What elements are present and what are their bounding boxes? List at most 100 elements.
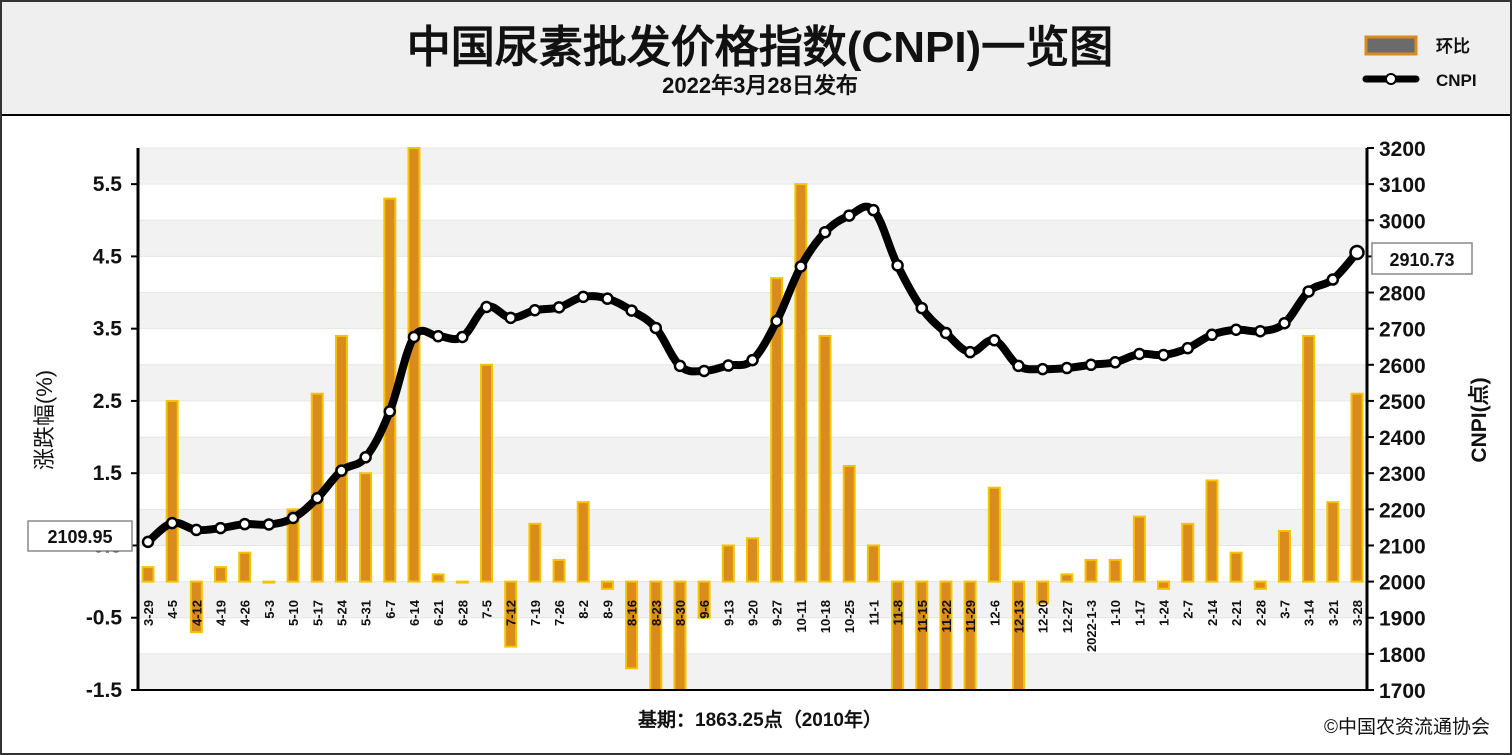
cnpi-point-4-12 xyxy=(190,523,203,537)
bar-8-23 xyxy=(649,580,663,691)
x-tick-label: 8-16 xyxy=(625,600,640,626)
x-tick-label: 12-27 xyxy=(1060,600,1075,633)
bar-9-6 xyxy=(697,580,711,619)
bar-1-24 xyxy=(1157,580,1171,590)
x-tick-label: 4-5 xyxy=(165,600,180,619)
cnpi-point-10-11 xyxy=(794,260,808,273)
cnpi-point-5-3 xyxy=(262,518,276,531)
bar-11-22 xyxy=(939,580,953,691)
cnpi-line-series xyxy=(141,202,1365,549)
bar-5-24 xyxy=(334,334,348,583)
cnpi-point-12-13 xyxy=(1012,359,1025,373)
plot-band xyxy=(138,184,1367,221)
x-tick-label: 5-10 xyxy=(286,600,301,626)
bar-8-9 xyxy=(600,580,614,590)
last-value-label: 2910.73 xyxy=(1389,250,1454,270)
cnpi-point-8-16 xyxy=(625,304,638,317)
cnpi-point-12-20 xyxy=(1036,362,1049,376)
cnpi-point-4-5 xyxy=(165,516,179,530)
bar-3-29 xyxy=(141,566,155,583)
x-tick-label: 11-22 xyxy=(939,600,954,633)
cnpi-point-2-7 xyxy=(1181,341,1194,355)
x-tick-label: 10-11 xyxy=(794,600,809,633)
bar-12-6 xyxy=(987,486,1001,583)
bar-7-12 xyxy=(504,580,518,648)
cnpi-point-3-7 xyxy=(1278,316,1291,330)
bar-11-1 xyxy=(866,544,880,583)
cnpi-point-5-31 xyxy=(359,451,372,464)
right-tick-label: 1700 xyxy=(1379,680,1426,703)
bar-5-10 xyxy=(286,508,300,583)
bar-3-28 xyxy=(1350,392,1364,583)
x-tick-label: 8-2 xyxy=(576,600,591,619)
x-axis-ticks: 3-29 4-5 4-12 4-19 4-26 5-3 5-10 5-17 5-24 5-31 6-… xyxy=(141,599,1365,652)
cnpi-point-9-6 xyxy=(697,364,711,378)
chart-subtitle: 2022年3月28日发布 xyxy=(662,73,858,98)
x-tick-label: 9-20 xyxy=(746,600,761,626)
x-tick-label: 6-14 xyxy=(407,599,422,626)
cnpi-point-11-29 xyxy=(963,345,977,359)
bar-12-27 xyxy=(1060,573,1074,583)
cnpi-point-2-28 xyxy=(1254,324,1267,338)
cnpi-point-4-19 xyxy=(214,521,227,535)
x-tick-label: 4-26 xyxy=(238,600,253,626)
bar-10-25 xyxy=(842,464,856,583)
bar-4-12 xyxy=(189,580,203,634)
bar-4-19 xyxy=(214,566,228,583)
cnpi-point-3-29 xyxy=(141,535,155,549)
cnpi-point-9-20 xyxy=(746,353,759,367)
cnpi-point-12-6 xyxy=(988,333,1001,347)
cnpi-point-1-10 xyxy=(1108,356,1122,369)
cnpi-point-10-25 xyxy=(842,209,856,222)
x-tick-label: 6-7 xyxy=(383,600,398,619)
cnpi-point-7-5 xyxy=(480,300,493,314)
x-tick-label: 11-1 xyxy=(866,600,881,625)
bar-2-21 xyxy=(1229,551,1243,583)
left-tick-label: 4.5 xyxy=(93,245,123,268)
cnpi-point-8-9 xyxy=(601,292,614,305)
chart-title: 中国尿素批发价格指数(CNPI)一览图 xyxy=(407,23,1113,72)
bar-10-18 xyxy=(818,334,832,583)
cnpi-point-5-10 xyxy=(286,511,300,525)
bar-6-28 xyxy=(455,580,469,584)
cnpi-point-8-2 xyxy=(576,290,590,304)
x-tick-label: 2022-1-3 xyxy=(1084,600,1099,652)
bar-8-16 xyxy=(625,580,639,670)
x-tick-label: 6-21 xyxy=(431,600,446,626)
cnpi-point-3-14 xyxy=(1302,285,1315,298)
left-tick-label: 1.5 xyxy=(93,462,123,485)
x-tick-label: 2-14 xyxy=(1205,599,1220,626)
right-tick-label: 1800 xyxy=(1379,644,1426,667)
x-tick-label: 1-10 xyxy=(1108,600,1123,626)
cnpi-point-8-23 xyxy=(649,321,663,335)
cnpi-point-7-12 xyxy=(504,311,517,325)
right-tick-label: 2100 xyxy=(1379,535,1426,558)
left-tick-label: 5.5 xyxy=(93,173,123,196)
x-tick-label: 1-17 xyxy=(1132,600,1147,626)
cnpi-point-1-24 xyxy=(1157,348,1170,362)
cnpi-point-1-17 xyxy=(1133,347,1146,361)
x-tick-label: 5-17 xyxy=(310,600,325,626)
cnpi-point-6-7 xyxy=(383,405,397,418)
right-tick-label: 1900 xyxy=(1379,608,1426,631)
x-tick-label: 2-28 xyxy=(1253,600,1268,626)
bar-2022-1-3 xyxy=(1084,558,1098,583)
cnpi-point-2022-1-3 xyxy=(1084,358,1098,372)
x-tick-label: 9-27 xyxy=(770,600,785,626)
right-tick-label: 2700 xyxy=(1379,319,1426,342)
x-tick-label: 8-30 xyxy=(673,600,688,626)
bar-10-11 xyxy=(794,183,808,583)
x-tick-label: 9-6 xyxy=(697,600,712,619)
cnpi-point-3-28 xyxy=(1349,244,1365,261)
right-tick-label: 2400 xyxy=(1379,427,1426,450)
cnpi-point-2-14 xyxy=(1205,328,1219,342)
cnpi-point-2-21 xyxy=(1229,323,1243,337)
x-tick-label: 8-23 xyxy=(649,600,664,626)
first-value-callout: 2109.95 xyxy=(27,520,133,552)
cnpi-point-11-1 xyxy=(867,203,880,217)
first-value-label: 2109.95 xyxy=(47,527,112,547)
bar-5-3 xyxy=(262,580,276,584)
cnpi-point-6-14 xyxy=(407,330,421,344)
cnpi-point-10-18 xyxy=(818,225,832,239)
plot-band xyxy=(138,653,1367,690)
